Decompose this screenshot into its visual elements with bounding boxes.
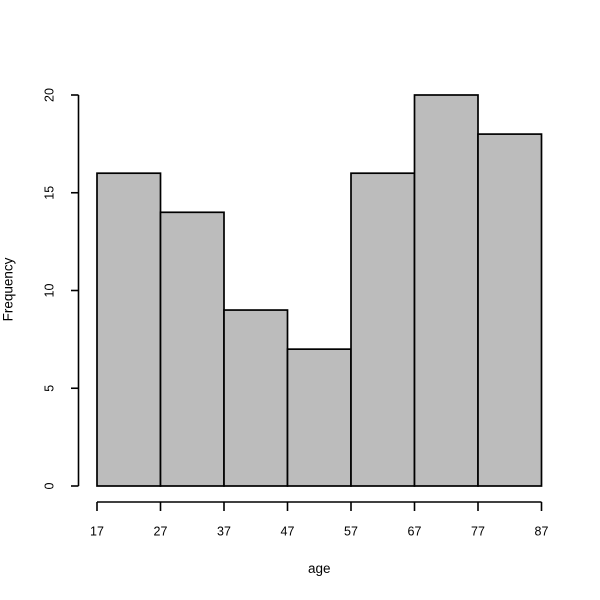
svg-text:5: 5 bbox=[43, 385, 57, 392]
svg-text:10: 10 bbox=[43, 284, 57, 298]
svg-text:67: 67 bbox=[408, 525, 422, 539]
svg-text:37: 37 bbox=[217, 525, 231, 539]
svg-text:57: 57 bbox=[344, 525, 358, 539]
svg-text:Frequency: Frequency bbox=[0, 257, 15, 321]
svg-text:15: 15 bbox=[43, 186, 57, 200]
svg-text:27: 27 bbox=[154, 525, 168, 539]
svg-text:20: 20 bbox=[43, 88, 57, 102]
svg-text:age: age bbox=[308, 561, 331, 576]
svg-text:17: 17 bbox=[90, 525, 104, 539]
svg-text:0: 0 bbox=[43, 482, 57, 489]
svg-text:87: 87 bbox=[535, 525, 549, 539]
svg-text:77: 77 bbox=[471, 525, 485, 539]
svg-text:47: 47 bbox=[281, 525, 295, 539]
